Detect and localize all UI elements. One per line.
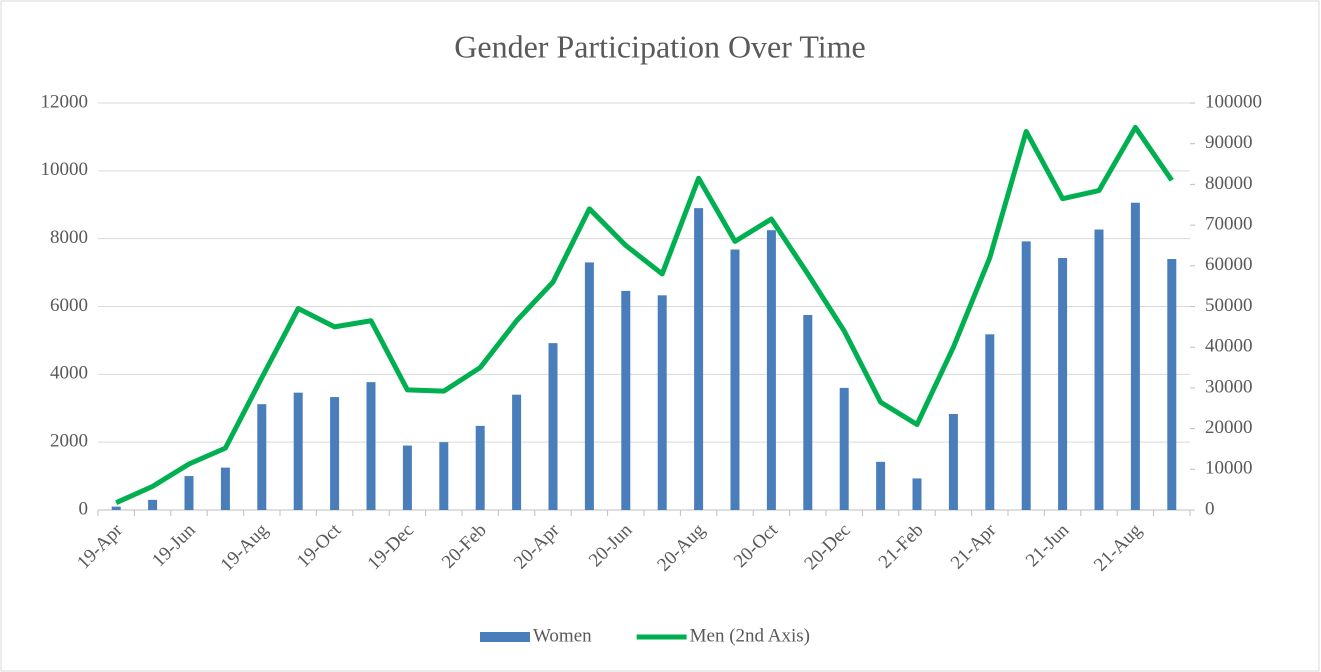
line [115, 124, 1174, 505]
bar [948, 414, 958, 510]
y2-tick-label: 0 [1205, 498, 1215, 519]
legend-label: Men (2nd Axis) [690, 625, 810, 646]
bar [475, 425, 485, 510]
bar [694, 208, 704, 510]
y-tick-label: 2000 [50, 431, 88, 452]
y2-tick-label: 40000 [1205, 336, 1253, 357]
bar [730, 249, 740, 510]
bar [111, 506, 121, 510]
bar [184, 476, 194, 510]
bar [366, 382, 376, 510]
bar [439, 442, 449, 510]
chart-title: Gender Participation Over Time [454, 28, 865, 64]
bar [876, 461, 886, 510]
y2-tick-label: 70000 [1205, 213, 1253, 234]
bar [330, 397, 340, 510]
bar [548, 343, 558, 510]
bar [621, 290, 631, 510]
y2-tick-label: 10000 [1205, 458, 1253, 479]
bar [512, 394, 522, 510]
bar [1167, 259, 1177, 510]
y-tick-label: 8000 [50, 227, 88, 248]
bar [1021, 241, 1031, 510]
bar [803, 314, 813, 510]
y-tick-label: 12000 [41, 91, 89, 112]
y-tick-label: 0 [79, 498, 89, 519]
y2-tick-label: 20000 [1205, 417, 1253, 438]
bar [402, 445, 412, 510]
bar [1094, 229, 1104, 511]
y2-tick-label: 30000 [1205, 376, 1253, 397]
bar [293, 392, 303, 510]
y-tick-label: 10000 [41, 159, 89, 180]
legend-swatch [480, 632, 530, 642]
bar [220, 467, 230, 510]
y-tick-label: 4000 [50, 363, 88, 384]
bar [985, 334, 995, 510]
y-tick-label: 6000 [50, 295, 88, 316]
bar [912, 478, 922, 510]
legend-label: Women [533, 625, 592, 646]
y2-tick-label: 50000 [1205, 295, 1253, 316]
bar [766, 230, 776, 510]
y2-tick-label: 90000 [1205, 132, 1253, 153]
y2-tick-label: 60000 [1205, 254, 1253, 275]
bar [657, 295, 667, 510]
bar [1058, 257, 1068, 510]
y2-tick-label: 100000 [1205, 91, 1262, 112]
bar [148, 499, 158, 510]
bar [257, 404, 267, 510]
bar [839, 387, 849, 510]
bar [584, 262, 594, 510]
bar [1130, 202, 1140, 510]
y2-tick-label: 80000 [1205, 173, 1253, 194]
